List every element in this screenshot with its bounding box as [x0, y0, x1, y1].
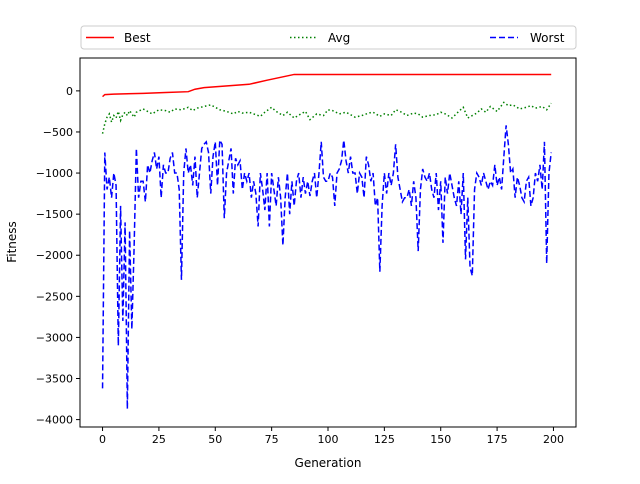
x-tick-label: 150 [430, 433, 451, 446]
y-tick-label: 0 [66, 85, 73, 98]
x-tick-label: 25 [152, 433, 166, 446]
x-axis: 0 25 50 75 100 125 150 175 200 [99, 427, 564, 446]
x-tick-label: 125 [374, 433, 395, 446]
y-tick-label: −500 [43, 126, 73, 139]
y-axis-label: Fitness [5, 221, 19, 263]
y-tick-label: −2000 [36, 249, 73, 262]
y-tick-label: −1000 [36, 167, 73, 180]
x-tick-label: 0 [99, 433, 106, 446]
y-tick-label: −2500 [36, 290, 73, 303]
series-line-worst [101, 125, 552, 409]
x-tick-label: 100 [318, 433, 339, 446]
y-tick-label: −3500 [36, 373, 73, 386]
y-axis: 0 −500 −1000 −1500 −2000 −2500 −3000 −3500 −4000 [36, 85, 80, 427]
plot-area [79, 57, 577, 428]
legend-label-avg: Avg [328, 31, 350, 45]
y-tick-label: −4000 [36, 414, 73, 427]
legend-label-best: Best [124, 31, 151, 45]
legend-label-worst: Worst [530, 31, 565, 45]
x-axis-label: Generation [295, 456, 362, 470]
y-tick-label: −1500 [36, 208, 73, 221]
x-tick-label: 200 [543, 433, 564, 446]
x-tick-label: 75 [265, 433, 279, 446]
series-line-best [102, 73, 552, 98]
legend: Best Avg Worst [80, 25, 577, 50]
x-tick-label: 175 [487, 433, 508, 446]
series-line-avg [101, 101, 552, 134]
y-tick-label: −3000 [36, 331, 73, 344]
x-tick-label: 50 [208, 433, 222, 446]
legend-box [80, 25, 577, 50]
